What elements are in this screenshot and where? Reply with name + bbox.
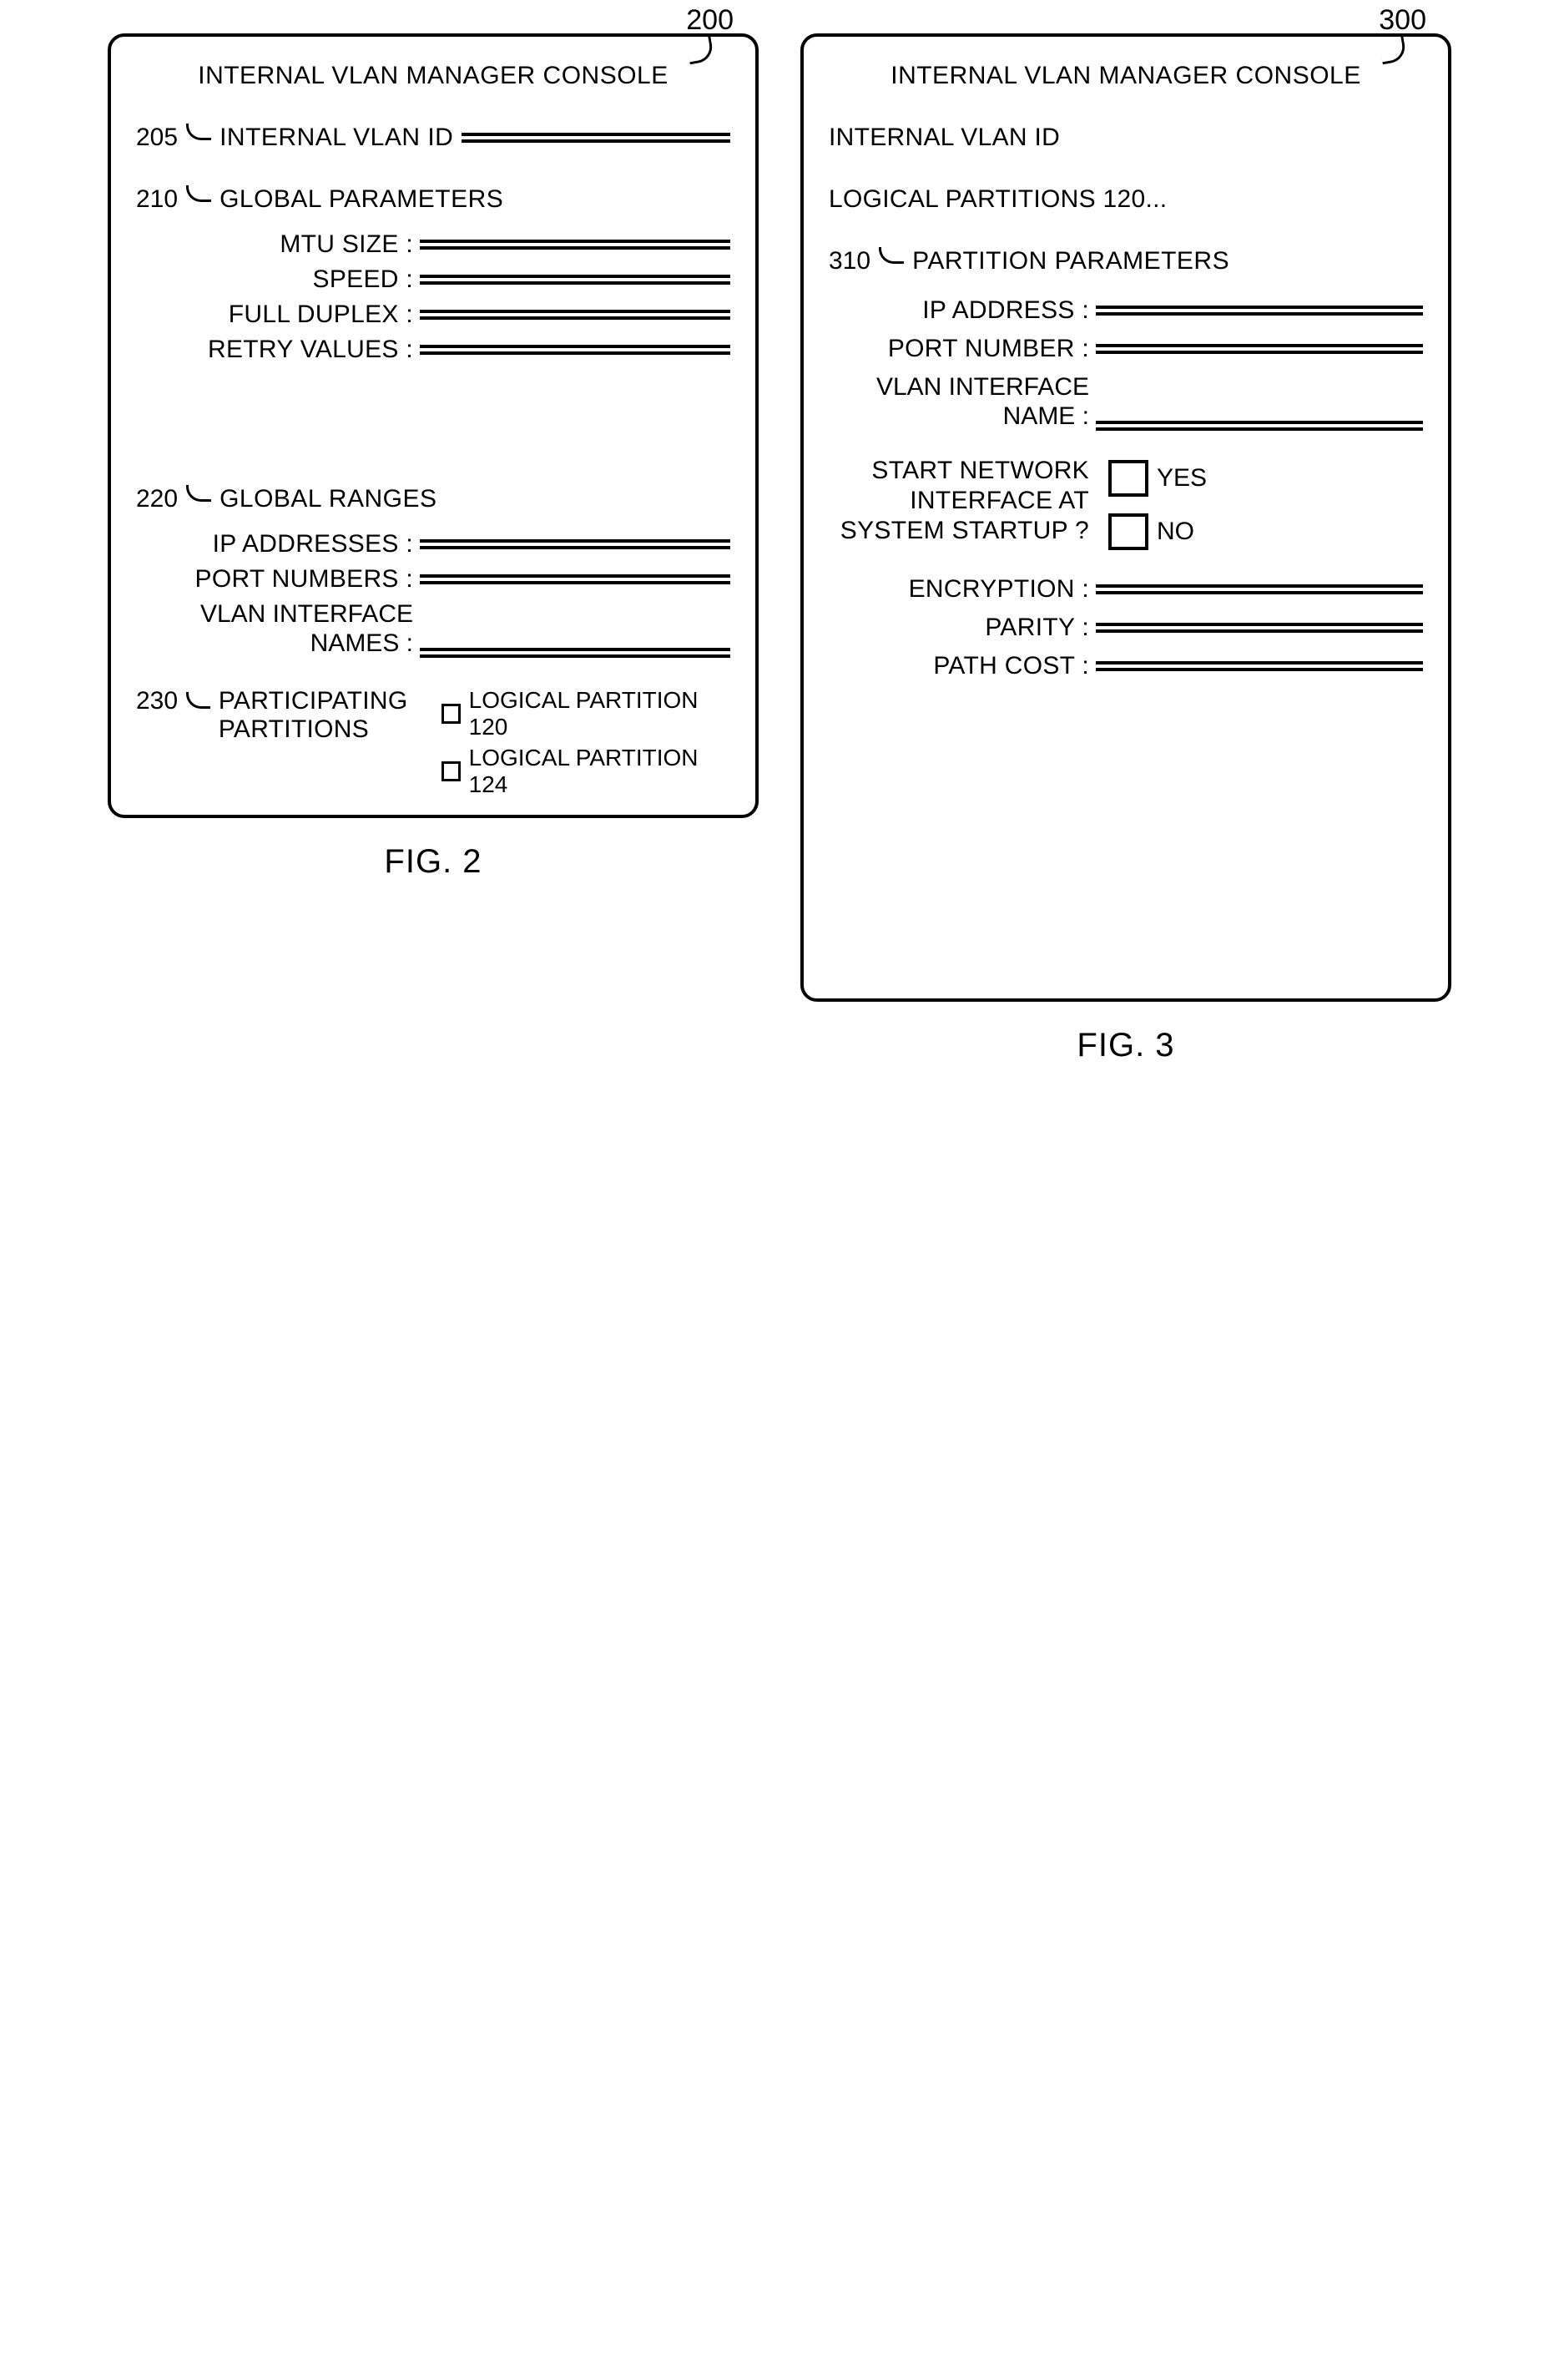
vlan-id-input-line[interactable] — [462, 133, 730, 143]
retry-values-input[interactable] — [420, 345, 730, 355]
mtu-size-row: MTU SIZE : — [136, 230, 730, 259]
panel-200: INTERNAL VLAN MANAGER CONSOLE 205 INTERN… — [108, 33, 759, 818]
curve-icon — [879, 247, 904, 264]
ip-addresses-row: IP ADDRESSES : — [136, 530, 730, 558]
yesno-options: YES NO — [1108, 460, 1207, 550]
partition-checkbox-group: LOGICAL PARTITION 120 LOGICAL PARTITION … — [441, 687, 730, 798]
parity-input[interactable] — [1096, 623, 1423, 633]
yes-label: YES — [1157, 464, 1207, 493]
panel-200-title: INTERNAL VLAN MANAGER CONSOLE — [136, 62, 730, 90]
ref-230: 230 — [136, 687, 178, 715]
full-duplex-row: FULL DUPLEX : — [136, 301, 730, 329]
fig-3-label: FIG. 3 — [800, 1027, 1451, 1064]
participating-partitions-section: 230 PARTICIPATINGPARTITIONS LOGICAL PART… — [136, 687, 730, 798]
curve-icon — [186, 692, 210, 709]
encryption-label: ENCRYPTION : — [829, 575, 1096, 604]
mtu-size-input[interactable] — [420, 240, 730, 250]
path-cost-input[interactable] — [1096, 661, 1423, 671]
panel-number-200: 200 — [686, 4, 734, 37]
panel-300: INTERNAL VLAN MANAGER CONSOLE INTERNAL V… — [800, 33, 1451, 1002]
start-network-startup-label: START NETWORKINTERFACE ATSYSTEM STARTUP … — [829, 456, 1096, 546]
global-ranges-section: 220 GLOBAL RANGES IP ADDRESSES : PORT NU… — [136, 485, 730, 658]
no-label: NO — [1157, 518, 1194, 546]
path-cost-label: PATH COST : — [829, 652, 1096, 680]
logical-partition-124-label: LOGICAL PARTITION 124 — [469, 745, 730, 798]
logical-partitions-row: LOGICAL PARTITIONS 120... — [829, 185, 1423, 214]
no-checkbox[interactable] — [1108, 513, 1148, 550]
internal-vlan-id-row: 205 INTERNAL VLAN ID — [136, 124, 730, 152]
vlan-interface-names-input[interactable] — [420, 648, 730, 658]
ref-310: 310 — [829, 247, 870, 275]
speed-label: SPEED : — [186, 265, 420, 294]
ref-210: 210 — [136, 185, 178, 214]
encryption-row: ENCRYPTION : — [829, 575, 1423, 604]
curve-icon — [186, 485, 211, 502]
port-number-input[interactable] — [1096, 344, 1423, 354]
global-ranges-label: GLOBAL RANGES — [219, 485, 436, 513]
ip-addresses-label: IP ADDRESSES : — [186, 530, 420, 558]
logical-partition-124-checkbox[interactable] — [441, 761, 461, 781]
logical-partition-120-label: LOGICAL PARTITION 120 — [469, 687, 730, 740]
ip-address-row: IP ADDRESS : — [829, 296, 1423, 325]
vlan-interface-name-input[interactable] — [1096, 421, 1423, 431]
port-number-row: PORT NUMBER : — [829, 335, 1423, 363]
path-cost-row: PATH COST : — [829, 652, 1423, 680]
logical-partition-124-row: LOGICAL PARTITION 124 — [441, 745, 730, 798]
vlan-interface-name-label: VLAN INTERFACENAME : — [829, 373, 1096, 431]
internal-vlan-id-row-300: INTERNAL VLAN ID — [829, 124, 1423, 152]
logical-partition-120-row: LOGICAL PARTITION 120 — [441, 687, 730, 740]
section-210-header: 210 GLOBAL PARAMETERS — [136, 185, 730, 214]
no-option: NO — [1108, 513, 1207, 550]
curve-icon — [186, 124, 211, 140]
panel-200-wrapper: 200 INTERNAL VLAN MANAGER CONSOLE 205 IN… — [108, 33, 759, 881]
mtu-size-label: MTU SIZE : — [186, 230, 420, 259]
vlan-interface-name-row: VLAN INTERFACENAME : — [829, 373, 1423, 431]
speed-input[interactable] — [420, 275, 730, 285]
yes-checkbox[interactable] — [1108, 460, 1148, 497]
yes-option: YES — [1108, 460, 1207, 497]
logical-partitions-label: LOGICAL PARTITIONS 120... — [829, 185, 1167, 214]
ref-205: 205 — [136, 124, 178, 152]
start-network-startup-row: START NETWORKINTERFACE ATSYSTEM STARTUP … — [829, 456, 1423, 550]
ip-address-input[interactable] — [1096, 306, 1423, 316]
curve-icon — [186, 185, 211, 202]
global-parameters-section: 210 GLOBAL PARAMETERS MTU SIZE : SPEED :… — [136, 185, 730, 364]
panel-number-300: 300 — [1379, 4, 1426, 37]
vlan-interface-names-label: VLAN INTERFACENAMES : — [186, 600, 420, 658]
parity-row: PARITY : — [829, 614, 1423, 642]
logical-partition-120-checkbox[interactable] — [441, 704, 461, 724]
ip-address-label: IP ADDRESS : — [829, 296, 1096, 325]
partition-parameters-label: PARTITION PARAMETERS — [912, 247, 1229, 275]
port-number-label: PORT NUMBER : — [829, 335, 1096, 363]
retry-values-label: RETRY VALUES : — [186, 336, 420, 364]
ip-addresses-input[interactable] — [420, 539, 730, 549]
retry-values-row: RETRY VALUES : — [136, 336, 730, 364]
section-310-header: 310 PARTITION PARAMETERS — [829, 247, 1423, 275]
parity-label: PARITY : — [829, 614, 1096, 642]
vlan-interface-names-row: VLAN INTERFACENAMES : — [136, 600, 730, 658]
port-numbers-input[interactable] — [420, 574, 730, 584]
speed-row: SPEED : — [136, 265, 730, 294]
full-duplex-label: FULL DUPLEX : — [186, 301, 420, 329]
participating-partitions-label: PARTICIPATINGPARTITIONS — [219, 687, 408, 744]
global-parameters-label: GLOBAL PARAMETERS — [219, 185, 503, 214]
encryption-input[interactable] — [1096, 584, 1423, 594]
internal-vlan-id-label-300: INTERNAL VLAN ID — [829, 124, 1060, 152]
figures-container: 200 INTERNAL VLAN MANAGER CONSOLE 205 IN… — [17, 33, 1542, 1064]
panel-300-wrapper: 300 INTERNAL VLAN MANAGER CONSOLE INTERN… — [800, 33, 1451, 1064]
panel-300-title: INTERNAL VLAN MANAGER CONSOLE — [829, 62, 1423, 90]
fig-2-label: FIG. 2 — [108, 843, 759, 881]
ref-220: 220 — [136, 485, 178, 513]
port-numbers-row: PORT NUMBERS : — [136, 565, 730, 594]
full-duplex-input[interactable] — [420, 310, 730, 320]
internal-vlan-id-label: INTERNAL VLAN ID — [219, 124, 453, 152]
port-numbers-label: PORT NUMBERS : — [186, 565, 420, 594]
spacer — [136, 393, 730, 485]
section-220-header: 220 GLOBAL RANGES — [136, 485, 730, 513]
